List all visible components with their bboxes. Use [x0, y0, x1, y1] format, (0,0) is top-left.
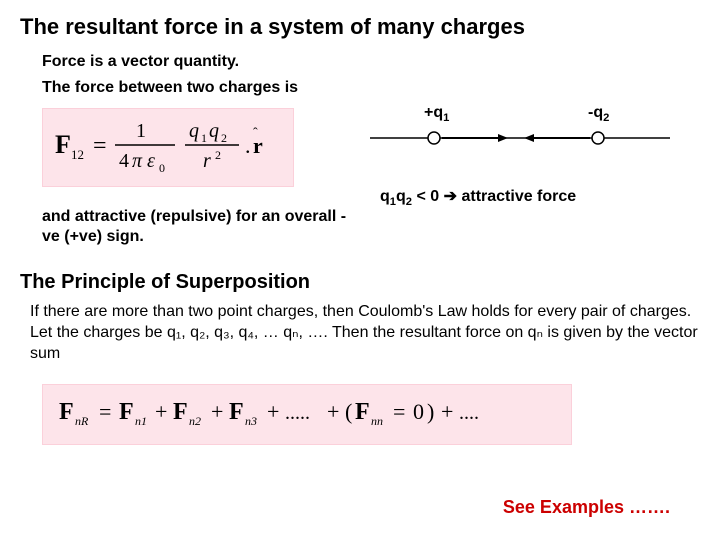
svg-text:π: π: [132, 150, 143, 172]
svg-text:1: 1: [201, 131, 207, 145]
svg-text:F: F: [55, 130, 71, 159]
svg-text:4: 4: [119, 150, 129, 172]
sign-note: and attractive (repulsive) for an overal…: [42, 207, 350, 247]
charge-label-right: -q2: [588, 104, 609, 124]
svg-text:2: 2: [215, 148, 221, 162]
svg-text:ˆ: ˆ: [253, 126, 258, 141]
svg-text:+: +: [211, 399, 223, 424]
svg-text:....: ....: [459, 402, 479, 424]
svg-text:=: =: [93, 133, 107, 159]
svg-text:r: r: [203, 150, 211, 172]
charge-diagram-svg: [370, 108, 670, 168]
svg-text:.....: .....: [285, 402, 310, 424]
svg-text:nR: nR: [75, 414, 89, 428]
svg-text:F: F: [119, 399, 134, 425]
product-sign-note: q1q2 < 0 ➔ attractive force: [380, 186, 700, 208]
superposition-title: The Principle of Superposition: [20, 271, 700, 294]
svg-text:0: 0: [413, 399, 424, 424]
svg-text:F: F: [173, 399, 188, 425]
svg-text:12: 12: [71, 147, 84, 162]
svg-text:+: +: [327, 399, 339, 424]
svg-text:.: .: [245, 133, 251, 158]
svg-text:): ): [427, 399, 434, 424]
svg-text:0: 0: [159, 161, 165, 175]
superposition-formula: F nR = F n1 + F n2 + F n3 + ..... + ( F …: [42, 384, 572, 445]
intro-line2: The force between two charges is: [42, 78, 700, 98]
see-examples-link: See Examples …….: [503, 497, 670, 518]
svg-text:(: (: [345, 399, 352, 424]
superposition-formula-svg: F nR = F n1 + F n2 + F n3 + ..... + ( F …: [57, 393, 557, 431]
intro-line1: Force is a vector quantity.: [42, 52, 700, 72]
svg-text:F: F: [229, 399, 244, 425]
svg-text:F: F: [355, 399, 370, 425]
svg-text:ε: ε: [147, 150, 155, 172]
coulomb-formula-svg: F 12 = 1 4 π ε 0 q 1 q 2 r: [53, 115, 283, 175]
charge-diagram: +q1 -q2: [370, 108, 670, 168]
svg-text:+: +: [267, 399, 279, 424]
svg-text:=: =: [99, 399, 111, 424]
svg-text:n1: n1: [135, 414, 147, 428]
svg-text:nn: nn: [371, 414, 383, 428]
svg-text:1: 1: [136, 120, 146, 142]
svg-text:n2: n2: [189, 414, 201, 428]
svg-text:2: 2: [221, 131, 227, 145]
svg-text:q: q: [189, 120, 199, 142]
svg-text:F: F: [59, 399, 74, 425]
coulomb-formula: F 12 = 1 4 π ε 0 q 1 q 2 r: [42, 108, 294, 187]
svg-text:+: +: [155, 399, 167, 424]
svg-text:n3: n3: [245, 414, 257, 428]
svg-text:=: =: [393, 399, 405, 424]
svg-text:q: q: [209, 120, 219, 142]
page-title: The resultant force in a system of many …: [20, 14, 700, 40]
svg-text:+: +: [441, 399, 453, 424]
superposition-text: If there are more than two point charges…: [30, 302, 700, 364]
charge-label-left: +q1: [424, 104, 449, 124]
